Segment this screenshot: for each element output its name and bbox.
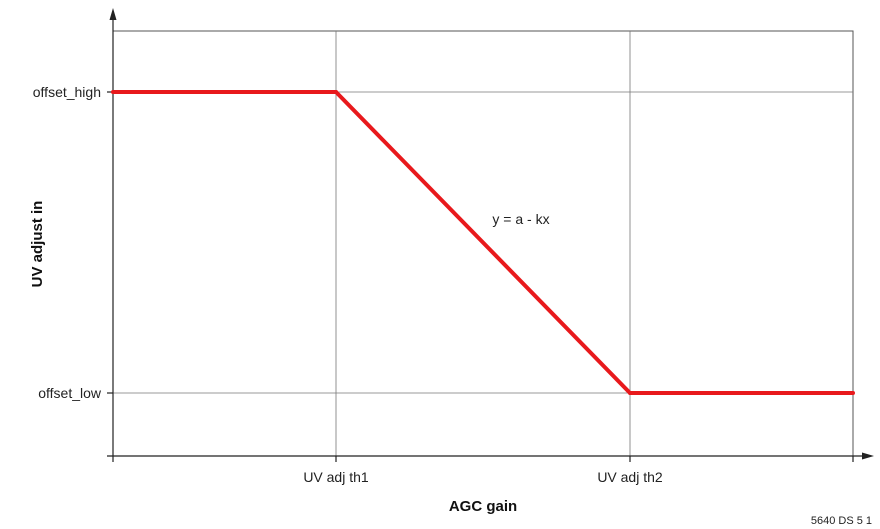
data-point-3 xyxy=(851,391,855,395)
x-axis-title: AGC gain xyxy=(449,498,517,515)
series-line xyxy=(113,90,853,395)
x-axis-arrow xyxy=(862,452,874,460)
x-tick-label-th2: UV adj th2 xyxy=(597,469,663,485)
data-point-0 xyxy=(111,90,115,94)
data-point-2 xyxy=(628,391,632,395)
y-tick-label-low: offset_low xyxy=(38,385,102,401)
y-axis-arrow xyxy=(109,8,117,20)
figure-id: 5640 DS 5 1 xyxy=(811,515,872,527)
y-axis-title: UV adjust in xyxy=(29,201,46,288)
x-tick-label-th1: UV adj th1 xyxy=(303,469,369,485)
y-tick-label-high: offset_high xyxy=(33,84,101,100)
formula-annotation: y = a - kx xyxy=(492,211,549,227)
data-point-1 xyxy=(334,90,338,94)
